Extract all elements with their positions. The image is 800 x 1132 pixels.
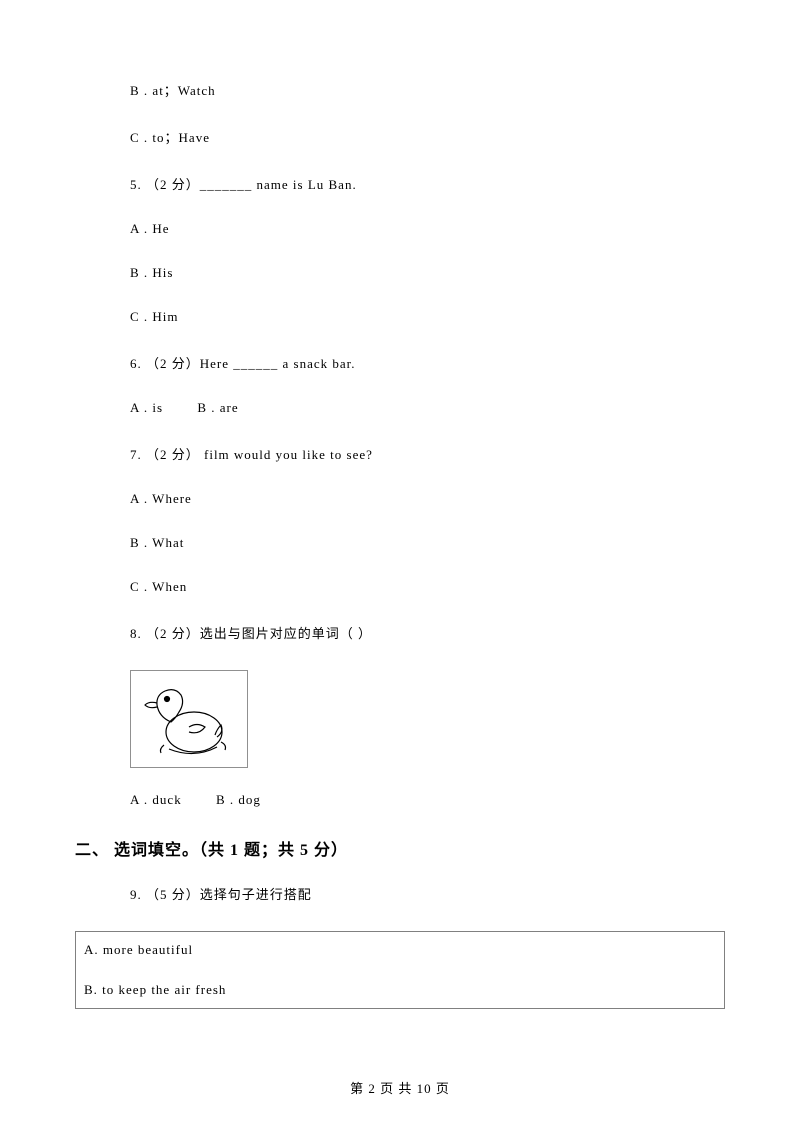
question-9-answer-box: A. more beautiful B. to keep the air fre… xyxy=(75,931,725,1009)
section-2-header: 二、 选词填空。（共 1 题；共 5 分） xyxy=(75,836,725,860)
question-7-option-c: C . When xyxy=(75,579,725,595)
duck-icon xyxy=(139,677,239,762)
question-8-options: A . duck B . dog xyxy=(75,792,725,808)
question-5-option-a: A . He xyxy=(75,221,725,237)
question-6-option-a: A . is xyxy=(130,400,163,416)
question-9-box-b: B. to keep the air fresh xyxy=(84,982,716,998)
question-8-option-a: A . duck xyxy=(130,792,182,808)
question-6-options: A . is B . are xyxy=(75,400,725,416)
question-7-option-b: B . What xyxy=(75,535,725,551)
question-7-prompt: 7. （2 分） film would you like to see? xyxy=(75,444,725,463)
question-6-prompt: 6. （2 分）Here ______ a snack bar. xyxy=(75,353,725,372)
question-6-option-b: B . are xyxy=(197,400,238,416)
question-8-image-box xyxy=(130,670,248,768)
page-footer: 第 2 页 共 10 页 xyxy=(0,1078,800,1097)
option-b: B . at；Watch xyxy=(75,80,725,99)
option-c: C . to；Have xyxy=(75,127,725,146)
question-9-prompt: 9. （5 分）选择句子进行搭配 xyxy=(75,884,725,903)
question-8-option-b: B . dog xyxy=(216,792,261,808)
question-5-option-b: B . His xyxy=(75,265,725,281)
question-5-option-c: C . Him xyxy=(75,309,725,325)
question-8-prompt: 8. （2 分）选出与图片对应的单词（ ） xyxy=(75,623,725,642)
question-7-option-a: A . Where xyxy=(75,491,725,507)
question-9-box-a: A. more beautiful xyxy=(84,942,716,958)
question-5-prompt: 5. （2 分）_______ name is Lu Ban. xyxy=(75,174,725,193)
